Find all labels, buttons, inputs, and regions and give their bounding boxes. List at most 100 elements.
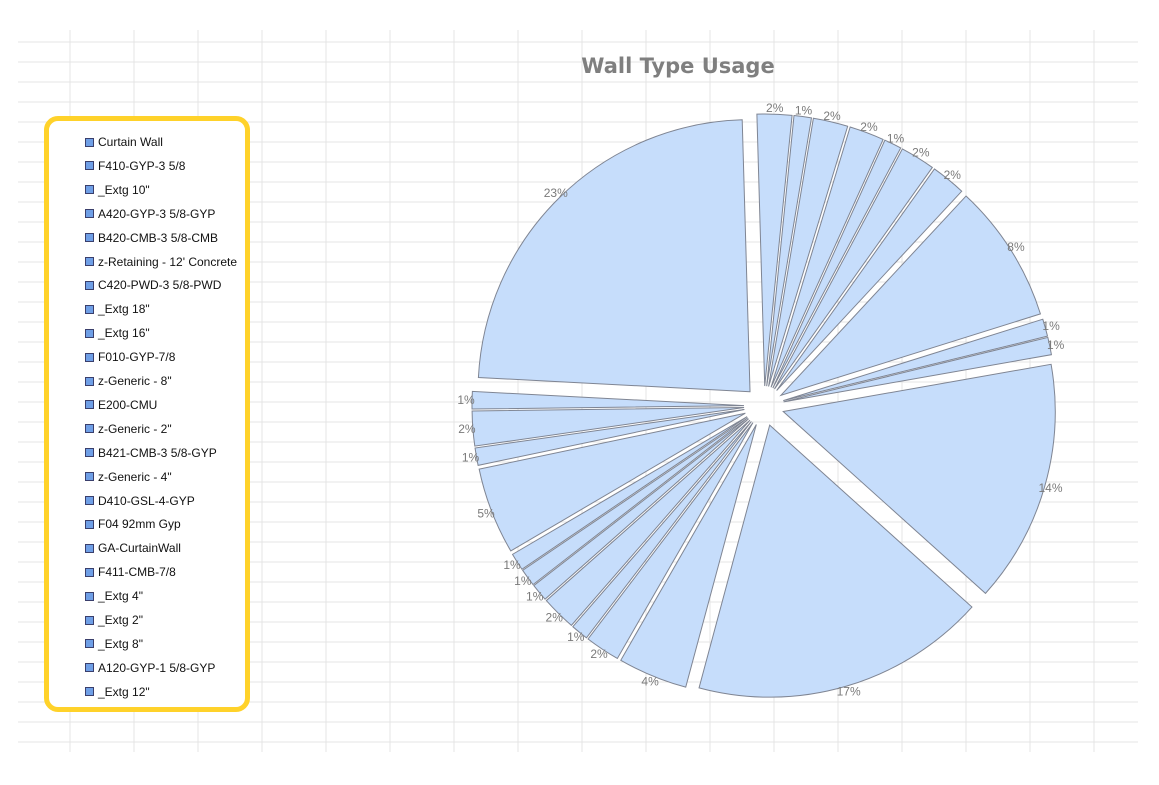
pie-slice[interactable] bbox=[772, 139, 902, 389]
legend-label: _Extg 12" bbox=[98, 684, 150, 699]
legend-swatch bbox=[85, 161, 94, 171]
pie-slice[interactable] bbox=[533, 418, 749, 600]
legend-item[interactable]: F410-GYP-3 5/8 bbox=[85, 155, 185, 177]
chart-title: Wall Type Usage bbox=[581, 54, 775, 78]
legend-label: z-Retaining - 12' Concrete bbox=[98, 254, 238, 269]
legend-swatch bbox=[85, 448, 94, 458]
pie-slice[interactable] bbox=[511, 416, 748, 570]
pie-slice[interactable] bbox=[474, 408, 745, 466]
pie-slice[interactable] bbox=[783, 318, 1049, 402]
legend-swatch bbox=[85, 400, 94, 410]
pie-slice[interactable] bbox=[587, 422, 754, 660]
legend-swatch bbox=[85, 352, 94, 362]
legend-swatch bbox=[85, 185, 94, 195]
legend-label: F04 92mm Gyp bbox=[98, 517, 181, 532]
pie-slice[interactable] bbox=[766, 115, 813, 387]
pie-slice[interactable] bbox=[572, 421, 752, 639]
legend-item[interactable]: B420-CMB-3 5/8-CMB bbox=[85, 227, 218, 249]
legend-item[interactable]: A120-GYP-1 5/8-GYP bbox=[85, 657, 215, 679]
legend-swatch bbox=[85, 543, 94, 553]
legend-swatch bbox=[85, 472, 94, 482]
pie-slice[interactable] bbox=[478, 412, 746, 552]
pie-slice[interactable] bbox=[779, 195, 1042, 397]
legend-label: z-Generic - 8" bbox=[98, 374, 172, 388]
legend-item[interactable]: D410-GSL-4-GYP bbox=[85, 490, 195, 512]
legend-item[interactable]: _Extg 10" bbox=[85, 179, 150, 201]
legend-item[interactable]: F04 92mm Gyp bbox=[85, 513, 181, 535]
legend-item[interactable]: z-Generic - 2" bbox=[85, 418, 172, 440]
legend-swatch bbox=[85, 304, 94, 314]
legend-label: GA-CurtainWall bbox=[98, 541, 181, 556]
pie-slice[interactable] bbox=[756, 113, 793, 387]
legend-label: F410-GYP-3 5/8 bbox=[98, 158, 186, 173]
legend-item[interactable]: Curtain Wall bbox=[85, 131, 163, 153]
legend-label: E200-CMU bbox=[98, 397, 158, 412]
legend-swatch bbox=[85, 376, 94, 386]
legend-swatch bbox=[85, 567, 94, 577]
legend-swatch bbox=[85, 639, 94, 649]
legend-label: F411-CMB-7/8 bbox=[98, 565, 176, 580]
pie-slice[interactable] bbox=[521, 417, 749, 586]
pie-slice[interactable] bbox=[477, 119, 751, 393]
legend-item[interactable]: z-Retaining - 12' Concrete bbox=[85, 251, 237, 273]
pie-slice[interactable] bbox=[471, 407, 745, 447]
chart-legend[interactable]: Curtain Wall F410-GYP-3 5/8 _Extg 10" A420-… bbox=[44, 116, 250, 712]
data-label: 2% bbox=[860, 120, 878, 134]
legend-label: B421-CMB-3 5/8-GYP bbox=[98, 445, 217, 460]
legend-label: B420-CMB-3 5/8-CMB bbox=[98, 230, 219, 245]
legend-item[interactable]: _Extg 2" bbox=[85, 609, 143, 631]
legend-swatch bbox=[85, 615, 94, 625]
pie-slice[interactable] bbox=[774, 148, 934, 390]
data-label: 1% bbox=[457, 393, 475, 407]
legend-label: _Extg 10" bbox=[98, 182, 150, 197]
data-label: 2% bbox=[458, 422, 476, 436]
legend-item[interactable]: z-Generic - 4" bbox=[85, 466, 172, 488]
legend-label: A420-GYP-3 5/8-GYP bbox=[98, 206, 216, 221]
legend-label: Curtain Wall bbox=[98, 135, 163, 149]
pie-slice[interactable] bbox=[698, 424, 973, 698]
data-label: 1% bbox=[887, 132, 905, 146]
legend-label: A120-GYP-1 5/8-GYP bbox=[98, 660, 216, 675]
pie-slice[interactable] bbox=[782, 363, 1056, 595]
data-label: 1% bbox=[514, 574, 532, 588]
legend-swatch bbox=[85, 280, 94, 290]
legend-label: D410-GSL-4-GYP bbox=[98, 493, 195, 508]
legend-item[interactable]: A420-GYP-3 5/8-GYP bbox=[85, 203, 215, 225]
data-label: 2% bbox=[944, 168, 962, 182]
pie-slice[interactable] bbox=[770, 126, 884, 388]
data-label: 1% bbox=[503, 558, 521, 572]
pie-slice[interactable] bbox=[545, 419, 751, 627]
legend-swatch bbox=[85, 663, 94, 673]
data-label: 8% bbox=[1007, 240, 1025, 254]
data-label: 2% bbox=[912, 146, 930, 160]
legend-swatch bbox=[85, 137, 94, 147]
legend-label: F010-GYP-7/8 bbox=[98, 350, 176, 365]
legend-item[interactable]: _Extg 4" bbox=[85, 585, 143, 607]
legend-label: C420-PWD-3 5/8-PWD bbox=[98, 278, 222, 293]
legend-swatch bbox=[85, 209, 94, 219]
pie-slice[interactable] bbox=[768, 117, 849, 387]
legend-item[interactable]: C420-PWD-3 5/8-PWD bbox=[85, 274, 221, 296]
legend-item[interactable]: F010-GYP-7/8 bbox=[85, 346, 175, 368]
legend-item[interactable]: F411-CMB-7/8 bbox=[85, 561, 176, 583]
legend-item[interactable]: GA-CurtainWall bbox=[85, 537, 181, 559]
pie-slice[interactable] bbox=[471, 390, 745, 410]
pie-slice[interactable] bbox=[620, 424, 757, 688]
legend-item[interactable]: _Extg 8" bbox=[85, 633, 143, 655]
legend-item[interactable]: B421-CMB-3 5/8-GYP bbox=[85, 442, 217, 464]
pie-slice[interactable] bbox=[776, 168, 963, 391]
legend-item[interactable]: _Extg 12" bbox=[85, 681, 150, 703]
legend-swatch bbox=[85, 328, 94, 338]
legend-item[interactable]: _Extg 16" bbox=[85, 322, 150, 344]
legend-swatch bbox=[85, 687, 94, 697]
data-label: 1% bbox=[526, 589, 544, 603]
legend-item[interactable]: E200-CMU bbox=[85, 394, 157, 416]
data-label: 2% bbox=[590, 647, 608, 661]
legend-item[interactable]: _Extg 18" bbox=[85, 298, 150, 320]
data-label: 5% bbox=[477, 506, 495, 520]
legend-item[interactable]: z-Generic - 8" bbox=[85, 370, 172, 392]
pie-slice[interactable] bbox=[783, 336, 1053, 403]
legend-swatch bbox=[85, 591, 94, 601]
data-label: 23% bbox=[544, 186, 568, 200]
